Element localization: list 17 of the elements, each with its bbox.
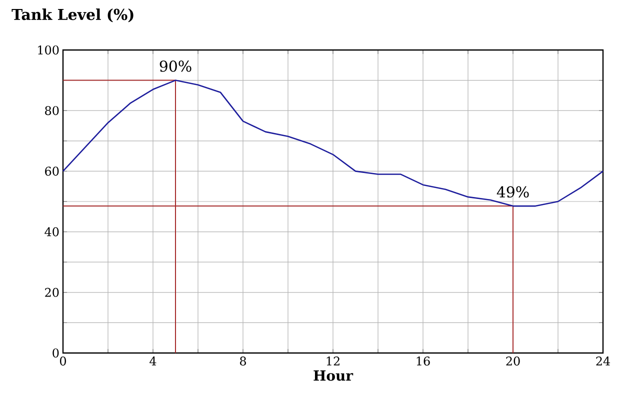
x-axis-title: Hour [314,370,354,381]
x-tick-label: 16 [416,356,430,366]
y-tick-label: 0 [52,348,59,358]
x-tick-label: 20 [506,356,520,366]
x-tick-label: 8 [240,356,246,366]
x-tick-label: 0 [60,356,66,366]
y-tick-label: 80 [45,106,59,116]
x-tick-label: 12 [326,356,340,366]
annotation: 90% [160,60,192,72]
chart-title: Tank Level (%) [12,8,134,22]
x-tick-label: 24 [596,356,610,366]
y-tick-label: 60 [45,166,59,176]
y-tick-label: 20 [45,288,59,297]
y-tick-label: 100 [38,45,59,55]
x-tick-label: 4 [150,356,156,366]
y-tick-label: 40 [44,227,59,236]
annotation: 49% [496,186,529,198]
